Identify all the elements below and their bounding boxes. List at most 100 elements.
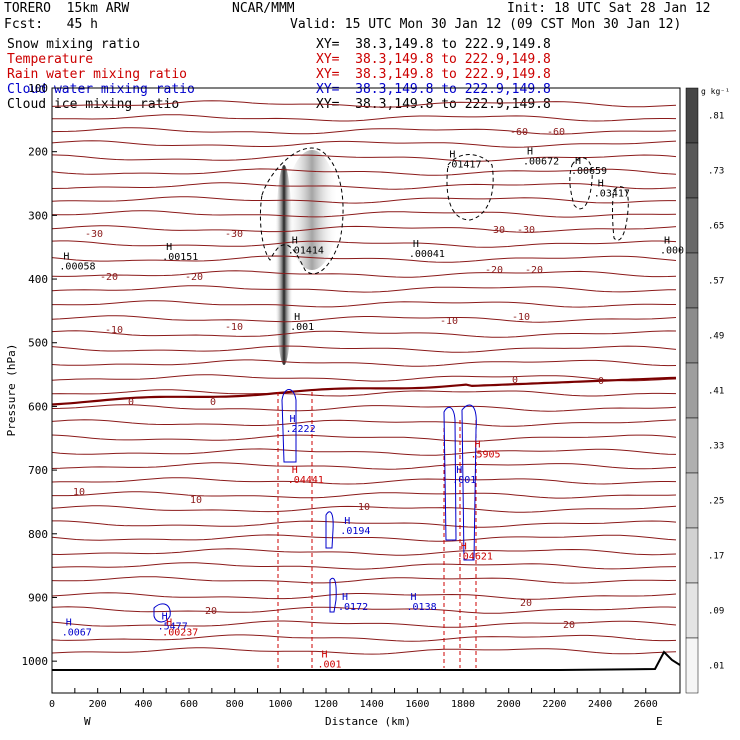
- temperature-contour-label: 10: [190, 495, 202, 506]
- snow-contour: [446, 154, 494, 221]
- colorbar-swatch: [685, 527, 699, 584]
- snow-max-label-marker: H: [598, 178, 604, 189]
- x-tick-label: 400: [134, 699, 152, 710]
- y-tick-label: 700: [28, 464, 48, 477]
- isotherm-line: [52, 345, 677, 353]
- temperature-contour-label: -60: [510, 127, 528, 138]
- isotherm-line: [52, 300, 676, 308]
- temperature-contour-label: -10: [105, 325, 123, 336]
- cloud-water-max-label: .0138: [407, 602, 437, 613]
- temperature-contour-label: -10: [225, 322, 243, 333]
- field-name: Rain water mixing ratio: [7, 67, 188, 82]
- isotherm-line: [52, 576, 677, 584]
- snow-max-label: .00041: [409, 249, 445, 260]
- rain-max-label-marker: H: [474, 439, 480, 450]
- temperature-contour-label: -30: [487, 225, 505, 236]
- cloud-water-max-label: .2222: [285, 424, 315, 435]
- colorbar-label: .81: [708, 112, 724, 122]
- cloud-water-max-label: .0172: [338, 602, 368, 613]
- y-tick-label: 600: [28, 400, 48, 413]
- y-axis-title: Pressure (hPa): [5, 344, 18, 437]
- temperature-contour-label: 0: [598, 376, 604, 387]
- snow-max-label-marker: H: [575, 156, 581, 167]
- colorbar-label: .33: [708, 442, 724, 452]
- colorbar-label: .65: [708, 222, 724, 232]
- snow-max-label-marker: H: [664, 236, 670, 247]
- cloud-water-contour: [461, 404, 477, 561]
- cloud-water-contour: [153, 603, 171, 623]
- isotherm-line: [52, 419, 677, 427]
- colorbar-unit: g kg⁻¹: [701, 87, 730, 96]
- temperature-contour-label: -20: [185, 272, 203, 283]
- x-tick-label: 1200: [314, 699, 338, 710]
- snow-max-label: .01417: [445, 160, 481, 171]
- x-tick-label: 2400: [588, 699, 612, 710]
- colorbar-swatch: [685, 252, 699, 309]
- x-tick-label: 2600: [634, 699, 658, 710]
- cloud-water-contour: [329, 577, 337, 613]
- isotherm-line: [52, 505, 677, 513]
- cloud-water-max-label-marker: H: [456, 465, 462, 476]
- temperature-contour-label: 10: [73, 487, 85, 498]
- isotherm-line: [52, 562, 677, 570]
- isotherm-line: [52, 462, 677, 470]
- isotherm-line: [52, 255, 677, 263]
- isotherm-line: [52, 240, 677, 248]
- plot-frame: [51, 87, 681, 694]
- forecast-hour: Fcst: 45 h: [4, 17, 98, 32]
- isotherm-line: [52, 359, 677, 367]
- colorbar-label: .73: [708, 167, 724, 177]
- colorbar-swatch: [685, 197, 699, 254]
- snow-max-label: .01414: [288, 246, 324, 257]
- isotherm-line: [52, 634, 677, 642]
- rain-max-label-marker: H: [321, 650, 327, 661]
- colorbar-swatch: [685, 87, 699, 144]
- temperature-contour-label: 0: [128, 397, 134, 408]
- isotherm-line: [52, 210, 677, 218]
- temperature-contour-label: -10: [512, 312, 530, 323]
- x-tick-label: 1000: [268, 699, 292, 710]
- colorbar-label: .17: [708, 552, 724, 562]
- field-section-endpoints: XY= 38.3,149.8 to 222.9,149.8: [316, 52, 551, 67]
- colorbar-label: .41: [708, 387, 724, 397]
- cloud-water-max-label: .0067: [62, 628, 92, 639]
- isotherm-line: [52, 389, 677, 397]
- isotherm-line: [52, 404, 677, 412]
- temperature-contour-label: 0: [210, 397, 216, 408]
- snow-plume-shading: [286, 150, 338, 270]
- y-tick-label: 500: [28, 337, 48, 350]
- colorbar-swatch: [685, 637, 699, 694]
- cloud-ice-max-label-marker: H: [294, 312, 300, 323]
- rain-max-label: .5905: [470, 449, 500, 460]
- rain-max-label: .001: [317, 660, 341, 671]
- model-title: TORERO 15km ARW: [4, 1, 130, 16]
- snow-max-label-marker: H: [166, 242, 172, 253]
- temperature-contour-label: -30: [225, 229, 243, 240]
- cloud-water-max-label-marker: H: [342, 592, 348, 603]
- cloud-water-max-label-marker: H: [66, 618, 72, 629]
- temperature-contour-label: -10: [440, 316, 458, 327]
- cloud-water-max-label-marker: H: [289, 414, 295, 425]
- rain-max-label-marker: H: [166, 618, 172, 629]
- east-label: E: [656, 715, 663, 728]
- snow-max-label-marker: H: [449, 150, 455, 161]
- isotherm-line: [52, 434, 677, 442]
- snow-max-label: .00659: [571, 166, 607, 177]
- cloud-ice-max-label: .001: [290, 322, 314, 333]
- isotherm-line: [52, 315, 677, 323]
- y-tick-label: 1000: [22, 655, 49, 668]
- snow-max-label-marker: H: [292, 236, 298, 247]
- isotherm-line: [52, 285, 677, 293]
- snow-max-label-marker: H: [63, 252, 69, 263]
- temperature-contour-label: 20: [205, 606, 217, 617]
- temperature-contour-label: 0: [512, 375, 518, 386]
- cloud-water-contour: [325, 511, 334, 549]
- temperature-contour-label: -20: [100, 272, 118, 283]
- colorbar-label: .49: [708, 332, 724, 342]
- cloud-water-max-label-marker: H: [411, 592, 417, 603]
- x-tick-label: 1800: [451, 699, 475, 710]
- y-tick-label: 300: [28, 209, 48, 222]
- colorbar-swatch: [685, 307, 699, 364]
- snow-contour: [259, 147, 344, 275]
